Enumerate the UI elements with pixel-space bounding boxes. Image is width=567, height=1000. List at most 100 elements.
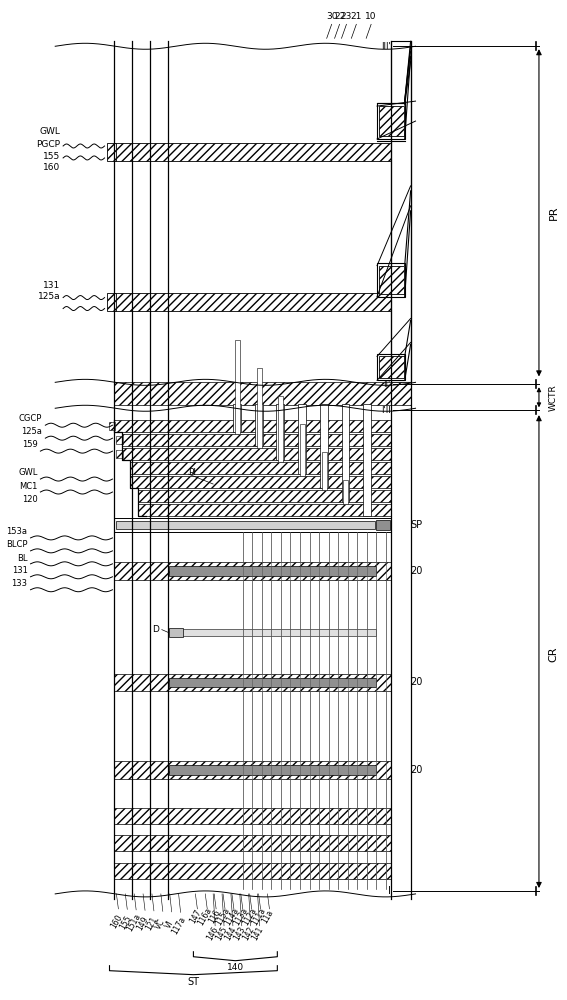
Bar: [169, 566, 376, 576]
Bar: [138, 490, 391, 502]
Text: 20: 20: [411, 765, 423, 775]
Text: SP: SP: [411, 520, 423, 530]
Text: 147: 147: [188, 908, 203, 925]
Bar: [377, 103, 405, 139]
Bar: [130, 462, 391, 474]
Text: BLCP: BLCP: [6, 540, 28, 549]
Text: 146: 146: [206, 925, 221, 942]
Bar: [138, 504, 391, 516]
Bar: [363, 404, 371, 516]
Text: I: I: [388, 886, 391, 896]
Text: 20: 20: [411, 566, 423, 576]
Text: 151a: 151a: [125, 912, 143, 933]
Text: I'II: I'II: [381, 406, 391, 415]
Bar: [379, 356, 404, 378]
Text: ST: ST: [188, 977, 200, 987]
Polygon shape: [405, 41, 411, 105]
Text: GWL: GWL: [39, 127, 60, 136]
Bar: [115, 562, 391, 580]
Bar: [115, 761, 391, 779]
Bar: [115, 863, 391, 879]
Text: 125a: 125a: [22, 427, 43, 436]
Text: 30: 30: [326, 12, 337, 21]
Bar: [116, 436, 123, 444]
Text: 144: 144: [223, 925, 239, 942]
Bar: [115, 674, 391, 691]
Bar: [377, 354, 405, 380]
Bar: [298, 404, 306, 474]
Text: 112a: 112a: [241, 906, 259, 927]
Text: PGCP: PGCP: [36, 140, 60, 149]
Bar: [257, 368, 261, 448]
Text: 155: 155: [118, 914, 133, 931]
Text: 131: 131: [43, 281, 60, 290]
Text: 113a: 113a: [232, 906, 249, 927]
Bar: [379, 266, 404, 294]
Text: 125a: 125a: [37, 292, 60, 301]
Text: 160: 160: [43, 163, 60, 172]
Bar: [130, 476, 391, 488]
Text: PI: PI: [188, 468, 197, 477]
Bar: [255, 404, 263, 446]
Text: III': III': [381, 42, 391, 51]
Text: 120: 120: [22, 495, 37, 504]
Bar: [115, 293, 391, 311]
Bar: [233, 404, 241, 432]
Bar: [321, 452, 327, 490]
Bar: [115, 518, 391, 532]
Text: 114a: 114a: [223, 906, 240, 927]
Bar: [169, 628, 183, 637]
Bar: [107, 143, 116, 161]
Bar: [107, 293, 116, 311]
Text: 23: 23: [341, 12, 352, 21]
Bar: [169, 678, 376, 687]
Bar: [122, 434, 391, 446]
Text: 20: 20: [411, 677, 423, 687]
Text: 155: 155: [43, 152, 60, 161]
Text: 141: 141: [250, 925, 265, 942]
Text: WCTR: WCTR: [549, 384, 558, 411]
Text: II': II': [384, 380, 391, 389]
Text: 116a: 116a: [197, 906, 214, 927]
Bar: [320, 404, 328, 488]
Text: VC: VC: [154, 918, 167, 931]
Text: 149: 149: [136, 915, 151, 932]
Text: 153a: 153a: [7, 527, 28, 536]
Bar: [169, 765, 376, 775]
Text: GWL: GWL: [18, 468, 37, 477]
Bar: [115, 835, 391, 851]
Bar: [376, 520, 390, 530]
Bar: [341, 404, 349, 502]
Text: CR: CR: [549, 647, 559, 662]
Text: 116: 116: [206, 908, 222, 925]
Text: PR: PR: [549, 206, 559, 220]
Text: CGCP: CGCP: [19, 414, 43, 423]
Text: 22: 22: [334, 12, 345, 21]
Text: 142: 142: [241, 925, 256, 942]
Bar: [391, 41, 411, 382]
Text: 160: 160: [109, 913, 124, 930]
Bar: [108, 422, 116, 430]
Bar: [379, 106, 404, 136]
Text: 11a: 11a: [260, 908, 275, 925]
Bar: [235, 340, 240, 434]
Text: 21: 21: [350, 12, 362, 21]
Text: 121: 121: [145, 915, 159, 932]
Text: D: D: [152, 625, 159, 634]
Text: 131: 131: [12, 566, 28, 575]
Bar: [377, 263, 405, 297]
Text: 140: 140: [227, 963, 244, 972]
Text: 115a: 115a: [214, 906, 232, 927]
Bar: [344, 480, 348, 504]
Bar: [115, 420, 391, 432]
Bar: [122, 448, 391, 460]
Bar: [115, 382, 411, 405]
Text: 111a: 111a: [250, 906, 267, 927]
Text: VI: VI: [164, 919, 176, 930]
Text: 143: 143: [232, 925, 247, 942]
Bar: [183, 629, 376, 636]
Text: 133: 133: [11, 579, 28, 588]
Text: 10: 10: [365, 12, 377, 21]
Bar: [115, 143, 391, 161]
Text: MC1: MC1: [19, 482, 37, 491]
